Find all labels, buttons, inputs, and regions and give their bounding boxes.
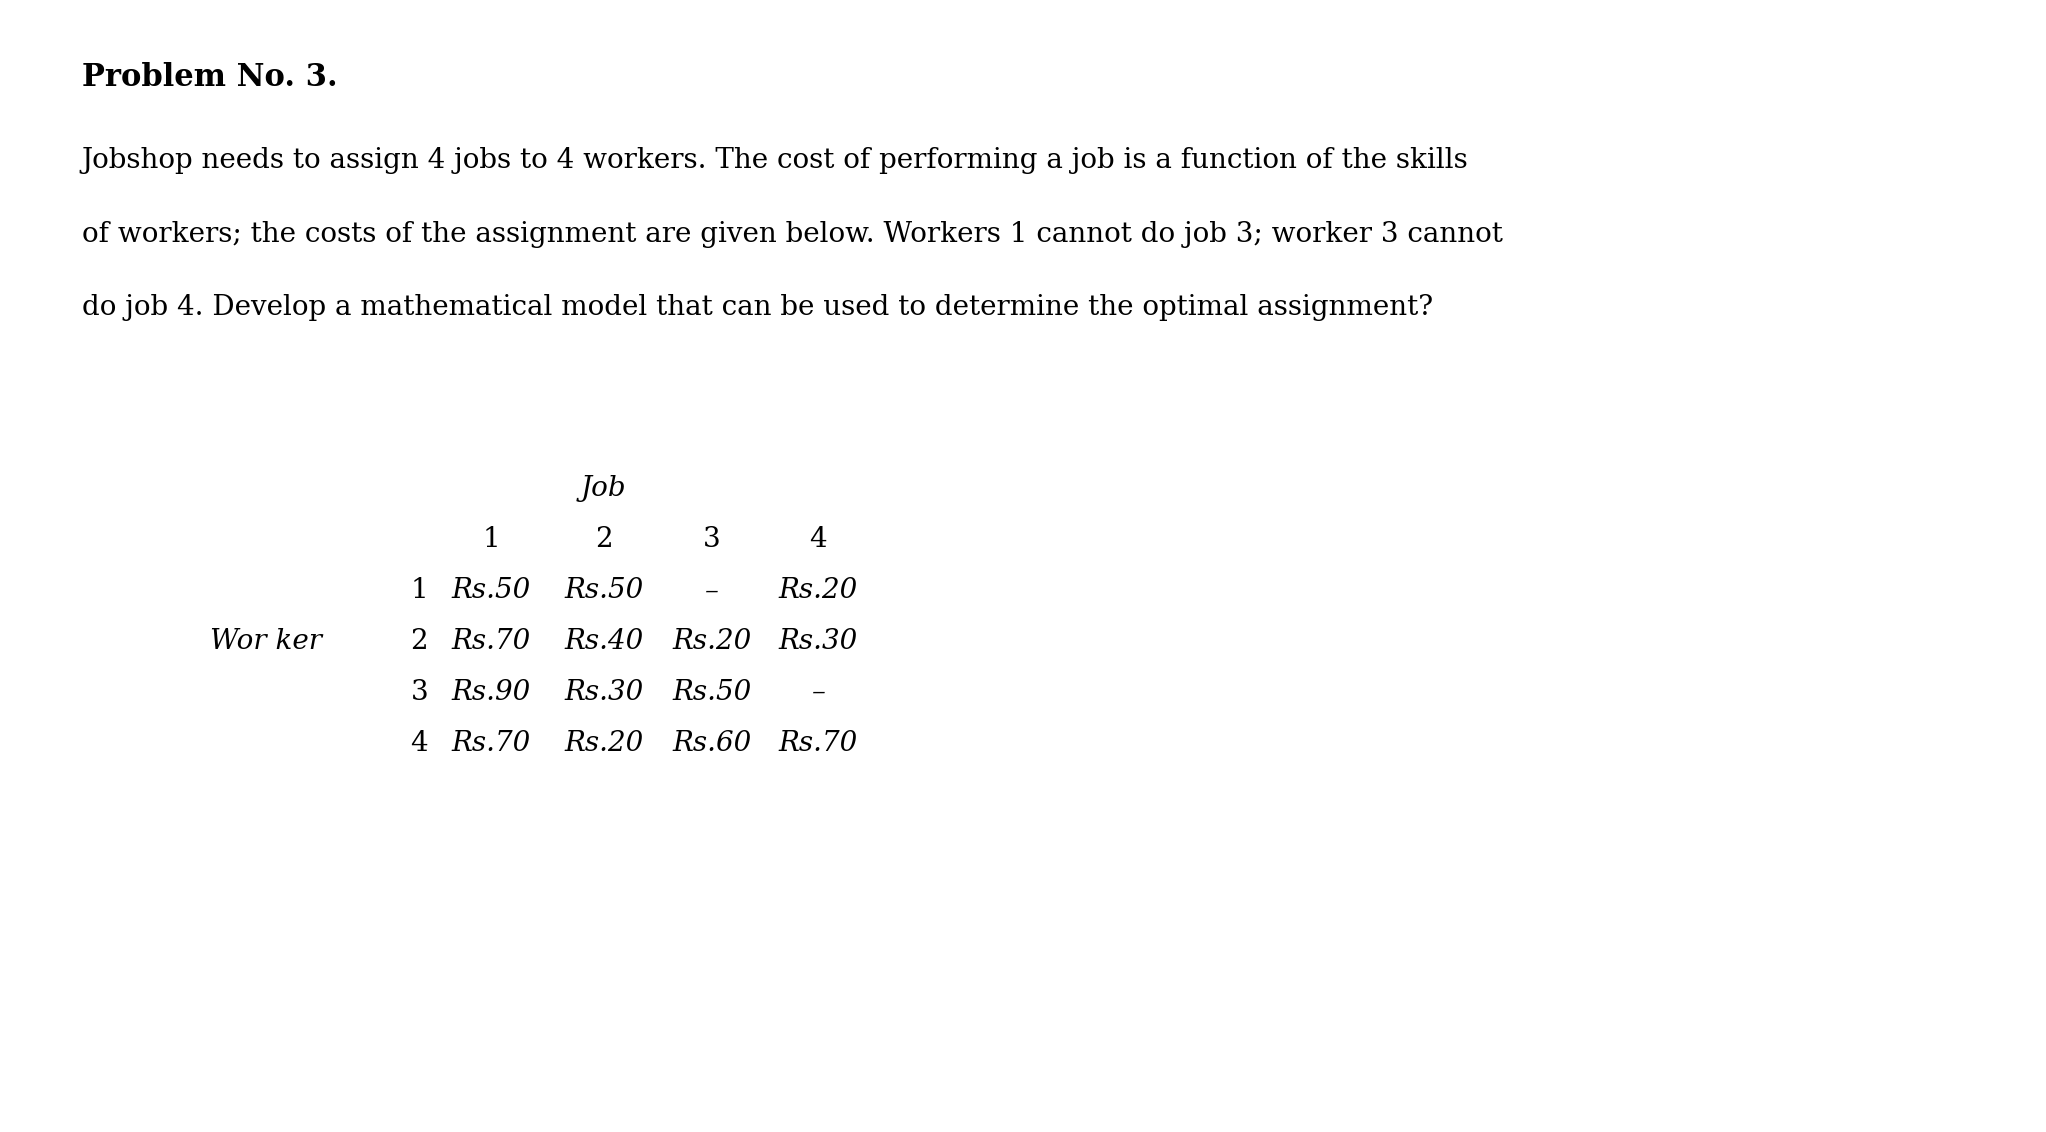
Text: 3: 3 xyxy=(411,679,428,706)
Text: Rs.30: Rs.30 xyxy=(565,679,642,706)
Text: 4: 4 xyxy=(411,730,428,757)
Text: Job: Job xyxy=(581,475,626,503)
Text: Rs.20: Rs.20 xyxy=(673,628,751,655)
Text: 1: 1 xyxy=(411,577,428,604)
Text: Rs.50: Rs.50 xyxy=(452,577,530,604)
Text: Rs.50: Rs.50 xyxy=(565,577,642,604)
Text: Rs.90: Rs.90 xyxy=(452,679,530,706)
Text: 2: 2 xyxy=(411,628,428,655)
Text: –: – xyxy=(812,679,825,706)
Text: Rs.20: Rs.20 xyxy=(565,730,642,757)
Text: 3: 3 xyxy=(704,526,720,554)
Text: Rs.60: Rs.60 xyxy=(673,730,751,757)
Text: Rs.50: Rs.50 xyxy=(673,679,751,706)
Text: do job 4. Develop a mathematical model that can be used to determine the optimal: do job 4. Develop a mathematical model t… xyxy=(82,294,1432,321)
Text: Rs.70: Rs.70 xyxy=(780,730,857,757)
Text: Rs.70: Rs.70 xyxy=(452,628,530,655)
Text: Jobshop needs to assign 4 jobs to 4 workers. The cost of performing a job is a f: Jobshop needs to assign 4 jobs to 4 work… xyxy=(82,147,1469,174)
Text: Rs.70: Rs.70 xyxy=(452,730,530,757)
Text: of workers; the costs of the assignment are given below. Workers 1 cannot do job: of workers; the costs of the assignment … xyxy=(82,221,1502,248)
Text: Rs.40: Rs.40 xyxy=(565,628,642,655)
Text: 4: 4 xyxy=(810,526,827,554)
Text: 2: 2 xyxy=(595,526,612,554)
Text: Rs.20: Rs.20 xyxy=(780,577,857,604)
Text: Wor ker: Wor ker xyxy=(211,628,321,655)
Text: –: – xyxy=(706,577,718,604)
Text: Problem No. 3.: Problem No. 3. xyxy=(82,62,338,93)
Text: 1: 1 xyxy=(483,526,499,554)
Text: Rs.30: Rs.30 xyxy=(780,628,857,655)
